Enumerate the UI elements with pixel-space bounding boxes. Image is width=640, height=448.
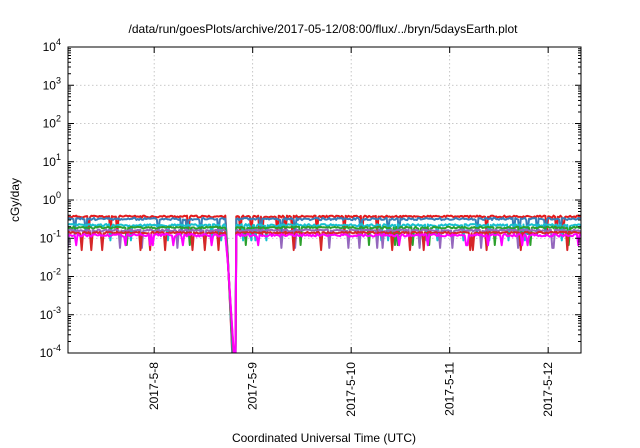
y-tick-label: 10-3: [40, 305, 61, 322]
series-line: [68, 230, 581, 353]
y-axis: 10-4 10-3 10-2 10-1 100 101 102 103 104: [40, 37, 581, 360]
y-tick-label: 10-4: [40, 343, 61, 360]
x-tick-label: 2017-5-9: [246, 362, 260, 410]
grid: [68, 47, 581, 353]
series-line: [68, 216, 581, 353]
series-group: [68, 214, 581, 353]
y-tick-label: 101: [43, 152, 61, 169]
x-tick-label: 2017-5-10: [344, 362, 358, 417]
y-tick-label: 100: [43, 190, 61, 207]
x-tick-label: 2017-5-12: [541, 362, 555, 417]
x-axis-title: Coordinated Universal Time (UTC): [232, 431, 416, 445]
y-axis-title: cGy/day: [8, 178, 22, 222]
series-line: [68, 214, 581, 353]
series-line: [68, 228, 581, 353]
x-tick-label: 2017-5-8: [147, 362, 161, 410]
y-tick-label: 10-2: [40, 267, 61, 284]
y-tick-label: 104: [43, 37, 61, 54]
x-tick-label: 2017-5-11: [443, 362, 457, 416]
y-tick-label: 10-1: [40, 228, 61, 245]
y-tick-label: 103: [43, 75, 61, 92]
series-line: [68, 223, 581, 353]
y-tick-label: 102: [43, 114, 61, 131]
chart-title: /data/run/goesPlots/archive/2017-05-12/0…: [129, 22, 519, 36]
x-axis: 2017-5-8 2017-5-9 2017-5-10 2017-5-11 2017-5…: [147, 47, 555, 417]
series-line: [68, 232, 581, 353]
series-line: [68, 225, 581, 353]
